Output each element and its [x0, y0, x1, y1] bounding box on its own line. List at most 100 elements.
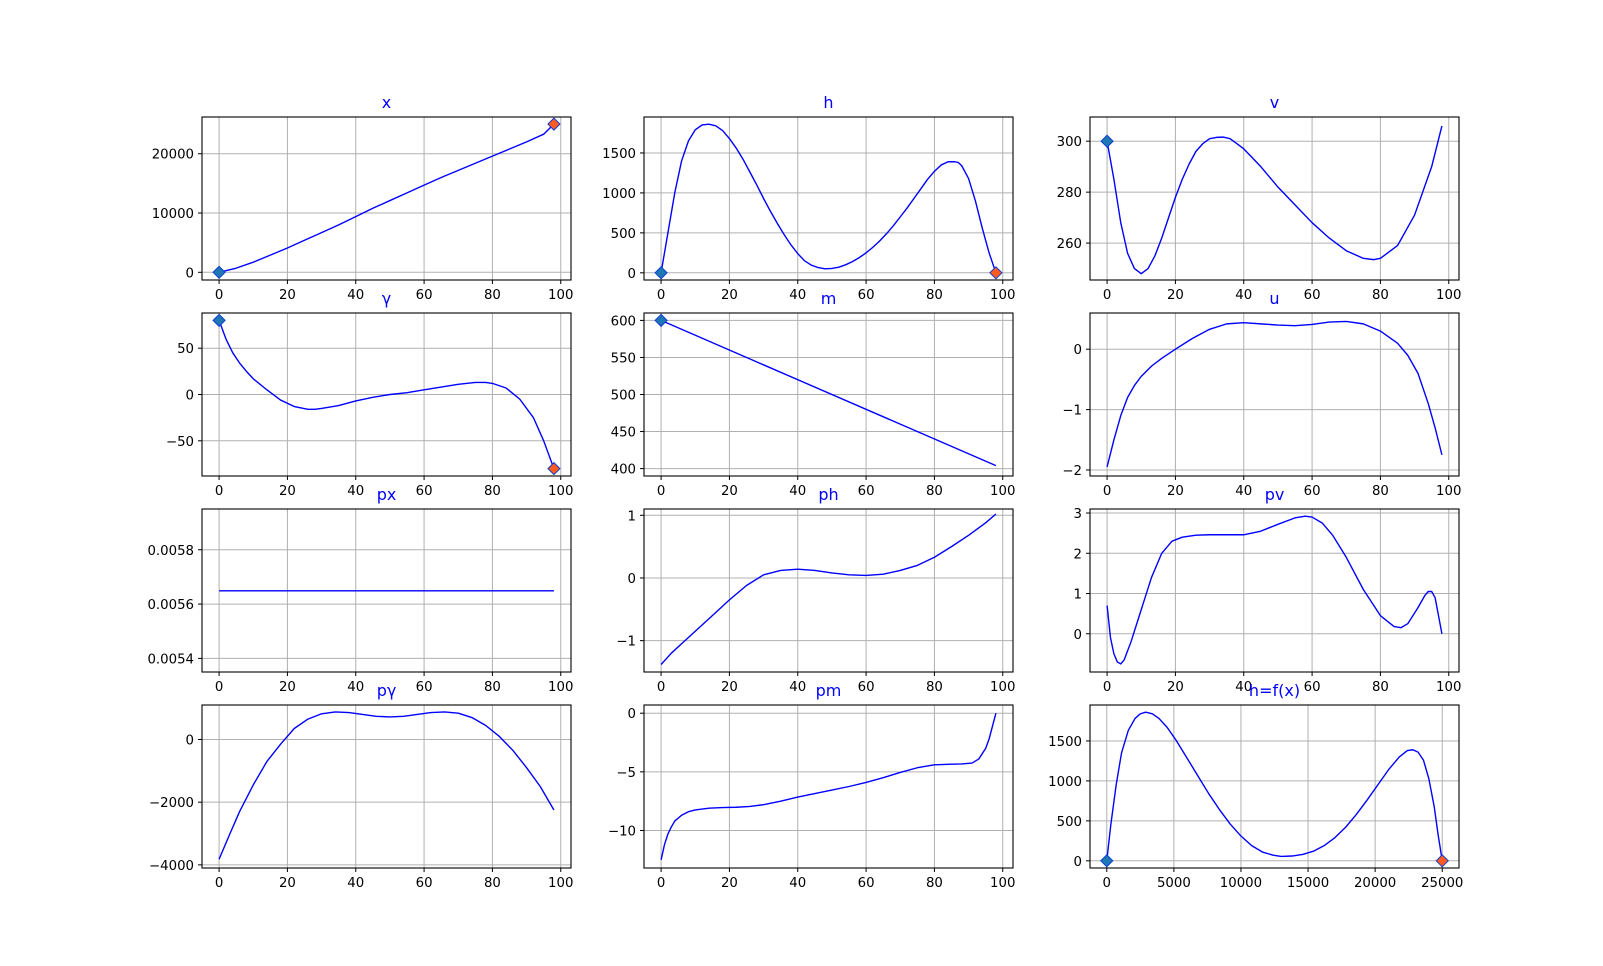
- axes-frame: [1089, 312, 1460, 477]
- x-tick-label: 100: [1436, 484, 1461, 499]
- subplot-title: pv: [1265, 485, 1285, 504]
- y-tick-label: 0: [186, 733, 194, 748]
- subplot-title: m: [821, 289, 837, 308]
- start-point-marker: [212, 313, 226, 328]
- x-tick-label: 80: [484, 876, 501, 891]
- x-tick-label: 80: [926, 484, 943, 499]
- x-tick-label: 60: [416, 680, 433, 695]
- subplot-title: ph: [818, 485, 838, 504]
- y-tick-label: −5: [616, 766, 636, 781]
- y-tick-label: 500: [611, 389, 636, 404]
- x-tick-label: 60: [1304, 288, 1321, 303]
- y-tick-label: 0.0056: [147, 598, 194, 613]
- subplot-9: 0 20 40 60 80 100 0 1 2 3 pv: [1074, 485, 1462, 695]
- x-tick-label: 0: [1103, 288, 1111, 303]
- subplot-title: h=f(x): [1249, 681, 1300, 700]
- subplot-8: 0 20 40 60 80 100 −1 0 1 ph: [616, 485, 1015, 695]
- y-tick-label: 550: [611, 351, 636, 366]
- x-tick-label: 40: [1235, 484, 1252, 499]
- x-tick-label: 80: [926, 680, 943, 695]
- end-point-marker: [1435, 854, 1449, 868]
- y-tick-label: 10000: [152, 207, 194, 222]
- x-tick-label: 20: [721, 288, 738, 303]
- y-tick-label: 400: [611, 463, 636, 478]
- x-tick-label: 0: [657, 876, 665, 891]
- x-tick-label: 100: [548, 876, 573, 891]
- x-tick-label: 60: [1304, 680, 1321, 695]
- x-tick-label: 60: [416, 288, 433, 303]
- x-tick-label: 100: [548, 680, 573, 695]
- x-tick-label: 0: [1103, 876, 1111, 891]
- x-tick-label: 100: [1436, 680, 1461, 695]
- x-tick-label: 80: [484, 484, 501, 499]
- x-tick-label: 60: [416, 876, 433, 891]
- x-tick-label: 5000: [1157, 876, 1191, 891]
- series-line: [1106, 320, 1443, 468]
- subplot-10: 0 20 40 60 80 100 −4000 −2000 0 pγ: [149, 681, 573, 891]
- y-tick-label: −50: [166, 435, 194, 450]
- x-tick-label: 20: [279, 876, 296, 891]
- subplot-title: x: [382, 93, 391, 112]
- y-tick-label: 0: [1074, 343, 1082, 358]
- x-tick-label: 80: [926, 288, 943, 303]
- x-tick-label: 100: [1436, 288, 1461, 303]
- x-tick-label: 15000: [1287, 876, 1329, 891]
- y-tick-label: 1: [628, 509, 636, 524]
- y-tick-label: 450: [611, 426, 636, 441]
- y-tick-label: −4000: [149, 859, 194, 874]
- axes-frame: [1089, 508, 1460, 673]
- x-tick-label: 0: [215, 680, 223, 695]
- y-tick-label: −1: [616, 635, 636, 650]
- x-tick-label: 20: [721, 484, 738, 499]
- start-point-marker: [1100, 854, 1114, 868]
- end-point-marker: [989, 266, 1003, 280]
- series-line: [1106, 515, 1443, 665]
- y-tick-label: 0: [628, 572, 636, 587]
- y-tick-label: 0: [1074, 628, 1082, 643]
- subplot-11: 0 20 40 60 80 100 −10 −5 0 pm: [608, 681, 1016, 891]
- y-tick-label: 1500: [1048, 735, 1082, 750]
- subplot-12: 0 5000 10000 15000 20000 25000050010001500h=f…: [1048, 681, 1463, 891]
- x-tick-label: 60: [416, 484, 433, 499]
- x-tick-label: 20: [279, 680, 296, 695]
- start-point-marker: [654, 266, 668, 280]
- axes-frame: [643, 116, 1014, 281]
- x-tick-label: 20: [721, 680, 738, 695]
- y-tick-label: 2: [1074, 547, 1082, 562]
- y-tick-label: 1000: [1048, 775, 1082, 790]
- start-point-marker: [654, 313, 668, 328]
- series-line: [218, 320, 555, 469]
- x-tick-label: 20: [721, 876, 738, 891]
- series-line: [660, 713, 997, 860]
- y-tick-label: 0: [186, 389, 194, 404]
- x-tick-label: 100: [990, 484, 1015, 499]
- x-tick-label: 40: [1235, 680, 1252, 695]
- x-tick-label: 80: [484, 288, 501, 303]
- series-line: [660, 319, 997, 467]
- y-tick-label: 280: [1057, 186, 1082, 201]
- x-tick-label: 0: [657, 484, 665, 499]
- x-tick-label: 40: [789, 288, 806, 303]
- y-tick-label: 260: [1057, 237, 1082, 252]
- subplot-7: 0 20 40 60 80 100 0.0054 0.0056 0.0058 px: [147, 485, 573, 695]
- x-tick-label: 0: [657, 288, 665, 303]
- series-line: [218, 123, 555, 273]
- start-point-marker: [212, 265, 226, 280]
- x-tick-label: 100: [990, 288, 1015, 303]
- y-tick-label: 1000: [602, 187, 636, 202]
- y-tick-label: 0: [628, 707, 636, 722]
- y-tick-label: −10: [608, 824, 636, 839]
- y-tick-label: 0: [186, 266, 194, 281]
- y-tick-label: 50: [177, 342, 194, 357]
- subplot-title: h: [823, 93, 833, 112]
- subplot-3: 0 20 40 60 80 100 260 280 300 v: [1057, 93, 1462, 303]
- x-tick-label: 40: [347, 680, 364, 695]
- subplot-6: 0 20 40 60 80 100 −2 −1 0 u: [1062, 289, 1461, 499]
- series-line: [218, 711, 555, 860]
- y-tick-label: 600: [611, 314, 636, 329]
- axes-frame: [643, 508, 1014, 673]
- axes-frame: [201, 116, 572, 281]
- x-tick-label: 100: [548, 484, 573, 499]
- series-line: [1106, 711, 1443, 861]
